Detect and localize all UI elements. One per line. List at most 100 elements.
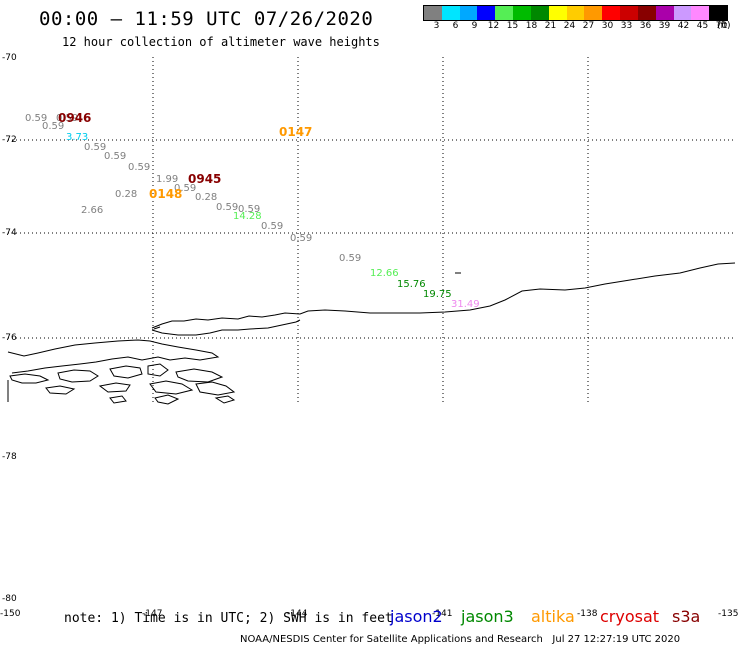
lat-label: -80 [2, 594, 17, 604]
coastline-ice-front [7, 339, 220, 374]
lon-label: -144 [287, 609, 308, 619]
legend-swatch [673, 6, 692, 20]
pass-time-label: 0945 [188, 172, 221, 186]
page-title: 00:00 – 11:59 UTC 07/26/2020 [39, 8, 374, 30]
legend-swatch [441, 6, 460, 20]
wave-height-label: 0.59 [339, 253, 361, 264]
legend-label: 33 [620, 21, 633, 31]
legend-swatch [424, 6, 442, 20]
legend-swatch [655, 6, 674, 20]
coastline-island [109, 365, 143, 379]
legend-label: 36 [639, 21, 652, 31]
coastline-island [45, 385, 76, 395]
pass-time-label: 0946 [58, 111, 91, 125]
legend-label: 9 [471, 21, 478, 31]
lon-label: -135 [718, 609, 738, 619]
legend-swatch [602, 6, 621, 20]
lat-label: -70 [2, 53, 17, 63]
wave-height-label: 0.59 [290, 233, 312, 244]
wave-height-label: 12.66 [370, 268, 399, 279]
coastline-island [149, 380, 194, 395]
coastline-island [147, 363, 169, 377]
satellite-legend-item: jason3 [461, 607, 514, 626]
lat-label: -76 [2, 333, 17, 343]
wave-height-label: 0.59 [104, 151, 126, 162]
legend-swatch [566, 6, 585, 20]
legend-swatch [584, 6, 603, 20]
legend-swatch [691, 6, 710, 20]
lat-label: -78 [2, 452, 17, 462]
wave-height-label: 0.59 [238, 204, 260, 215]
wave-height-label: 0.59 [25, 113, 47, 124]
coastline-island [9, 373, 50, 384]
legend-units: (ft) [717, 21, 731, 31]
wave-height-label: 14.28 [233, 211, 262, 222]
wave-height-label: 0.59 [216, 202, 238, 213]
wave-height-label: 0.28 [115, 189, 137, 200]
wave-height-label: 19.75 [423, 289, 452, 300]
legend-labels: 3 6 9 12 15 18 21 24 27 30 33 36 39 42 45 70 [427, 21, 740, 31]
legend-label: 45 [696, 21, 709, 31]
legend-swatch [513, 6, 531, 20]
legend-label: 39 [658, 21, 671, 31]
wave-height-legend: 3 6 9 12 15 18 21 24 27 30 33 36 39 42 45 70 (ft) [423, 5, 740, 31]
wave-height-label: 3.73 [66, 132, 88, 143]
satellite-legend-item: altika [531, 607, 575, 626]
lat-label: -74 [2, 228, 17, 238]
legend-label: 24 [563, 21, 576, 31]
wave-height-label: 0.59 [84, 142, 106, 153]
credit-timestamp: Jul 27 12:27:19 UTC 2020 [552, 634, 681, 645]
legend-swatch [530, 6, 549, 20]
legend-swatch [495, 6, 514, 20]
pass-time-label: 0147 [279, 125, 312, 139]
footer-credit: NOAA/NESDIS Center for Satellite Applica… [240, 634, 680, 645]
legend-label: 6 [452, 21, 459, 31]
longitude-labels: -150 -147 -144 -141 -138 -135 [0, 609, 738, 619]
coastline-island [154, 394, 180, 405]
satellite-legend-item: jason2 [390, 607, 443, 626]
legend-label: 70 [715, 21, 728, 31]
satellite-legend-item: cryosat [600, 607, 660, 626]
wave-height-label: 31.49 [451, 299, 480, 310]
lon-label: -138 [577, 609, 598, 619]
coastline-island [195, 381, 236, 396]
legend-swatch [709, 6, 728, 20]
coastline-island [109, 395, 127, 404]
wave-height-label: 0.59 [261, 221, 283, 232]
legend-label: 15 [506, 21, 519, 31]
wave-height-label: 0.59 [42, 121, 64, 132]
coastline-main [151, 262, 736, 329]
legend-color-bar [423, 5, 728, 21]
wave-height-label: 1.99 [156, 174, 178, 185]
coastline-island [214, 395, 236, 404]
wave-height-label: 2.66 [81, 205, 103, 216]
wave-height-label: 0.59 [174, 183, 196, 194]
wave-height-label: 0.28 [195, 192, 217, 203]
coastline-island [175, 368, 224, 383]
satellite-legend-item: s3a [672, 607, 701, 626]
satellite-pass-times: 0946 0945 0148 0147 [58, 111, 312, 201]
latitude-labels: -70 -72 -74 -76 -78 -80 [2, 53, 17, 604]
lat-label: -72 [2, 135, 17, 145]
legend-swatch [459, 6, 478, 20]
coastline-island [98, 382, 131, 393]
legend-label: 42 [677, 21, 690, 31]
wave-height-label: 15.76 [397, 279, 426, 290]
lon-label: -141 [432, 609, 452, 619]
legend-label: 3 [433, 21, 440, 31]
graticule [8, 57, 735, 405]
legend-label: 30 [601, 21, 614, 31]
coastline-islet [153, 326, 161, 330]
credit-agency: NOAA/NESDIS Center for Satellite Applica… [240, 634, 543, 645]
lon-label: -150 [0, 609, 21, 619]
wave-height-label: 0.59 [128, 162, 150, 173]
legend-swatch [477, 6, 496, 20]
pass-time-label: 0148 [149, 187, 182, 201]
legend-label: 27 [582, 21, 595, 31]
legend-swatch [548, 6, 567, 20]
coastline-island [57, 369, 99, 383]
wave-height-label: 0.59 [56, 113, 78, 124]
page-subtitle: 12 hour collection of altimeter wave hei… [62, 35, 380, 49]
legend-label: 18 [525, 21, 538, 31]
